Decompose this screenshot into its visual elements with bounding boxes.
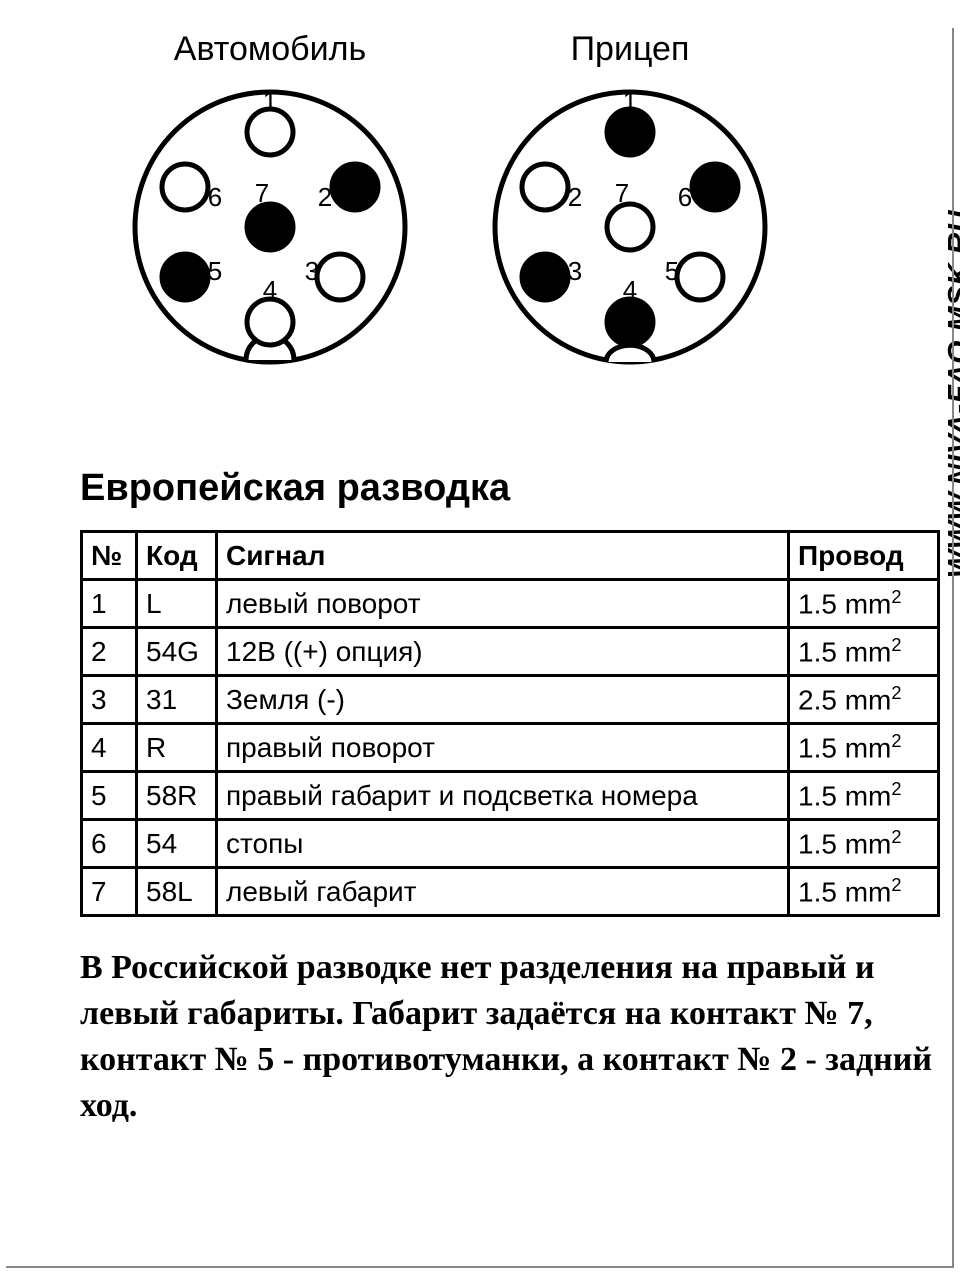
col-header-n: №	[82, 532, 137, 580]
cell-n: 4	[82, 724, 137, 772]
cell-code: 31	[137, 676, 217, 724]
pin-label-1: 1	[263, 86, 277, 116]
table-row: 331Земля (-)2.5 mm2	[82, 676, 939, 724]
connector-diagrams: Автомобиль 1234567 Прицеп 1654327	[120, 30, 920, 377]
pinout-table: № Код Сигнал Провод 1Lлевый поворот1.5 m…	[80, 530, 940, 917]
pin-label-2: 2	[318, 182, 332, 212]
pin-label-5: 5	[665, 256, 679, 286]
cell-n: 6	[82, 820, 137, 868]
cell-code: R	[137, 724, 217, 772]
col-header-signal: Сигнал	[217, 532, 789, 580]
table-row: 654стопы1.5 mm2	[82, 820, 939, 868]
connector-trailer: Прицеп 1 6 54 3 2 7	[480, 30, 780, 377]
table-header-row: № Код Сигнал Провод	[82, 532, 939, 580]
pin-5	[677, 254, 723, 300]
table-row: 1Lлевый поворот1.5 mm2	[82, 580, 939, 628]
pinout-title: Европейская разводка	[80, 467, 920, 510]
cell-n: 1	[82, 580, 137, 628]
pin-label-3: 3	[568, 256, 582, 286]
pin-label-6: 6	[678, 182, 692, 212]
pin-label-3: 3	[305, 256, 319, 286]
pin-5	[162, 254, 208, 300]
watermark: WWW.NIVA-FAQ.MSK.RU	[942, 210, 960, 578]
pin-6	[162, 164, 208, 210]
table-row: 558Rправый габарит и подсветка номера1.5…	[82, 772, 939, 820]
connector-car-svg: 1 2 34 5 6 7	[120, 77, 420, 377]
cell-wire: 1.5 mm2	[789, 868, 939, 916]
cell-signal: 12В ((+) опция)	[217, 628, 789, 676]
cell-signal: Земля (-)	[217, 676, 789, 724]
table-row: 758Lлевый габарит1.5 mm2	[82, 868, 939, 916]
cell-signal: правый габарит и подсветка номера	[217, 772, 789, 820]
page: WWW.NIVA-FAQ.MSK.RU Автомобиль 1234567 П…	[0, 0, 960, 1286]
pin-label-1: 1	[623, 86, 637, 116]
pin-label-4: 4	[623, 275, 637, 305]
cell-wire: 1.5 mm2	[789, 820, 939, 868]
cell-signal: правый поворот	[217, 724, 789, 772]
cell-wire: 2.5 mm2	[789, 676, 939, 724]
connector-car: Автомобиль 1 2 34 5 6 7	[120, 30, 420, 377]
pinout-section: Европейская разводка № Код Сигнал Провод…	[80, 467, 920, 1129]
table-row: 4Rправый поворот1.5 mm2	[82, 724, 939, 772]
pin-3	[522, 254, 568, 300]
pin-6	[692, 164, 738, 210]
pin-1	[247, 109, 293, 155]
cell-wire: 1.5 mm2	[789, 580, 939, 628]
cell-n: 7	[82, 868, 137, 916]
cell-n: 2	[82, 628, 137, 676]
note-text: В Российской разводке нет разделения на …	[80, 945, 960, 1129]
pin-7	[607, 204, 653, 250]
pin-label-7: 7	[255, 178, 269, 208]
pin-4	[247, 299, 293, 345]
connector-trailer-title: Прицеп	[571, 30, 690, 69]
table-row: 254G12В ((+) опция)1.5 mm2	[82, 628, 939, 676]
pin-1	[607, 109, 653, 155]
cell-n: 5	[82, 772, 137, 820]
pin-label-2: 2	[568, 182, 582, 212]
cell-code: 54	[137, 820, 217, 868]
pin-2	[522, 164, 568, 210]
pin-label-7: 7	[615, 178, 629, 208]
pin-4	[607, 299, 653, 345]
cell-signal: стопы	[217, 820, 789, 868]
connector-car-title: Автомобиль	[174, 30, 366, 69]
cell-code: L	[137, 580, 217, 628]
pin-label-6: 6	[208, 182, 222, 212]
cell-code: 54G	[137, 628, 217, 676]
cell-wire: 1.5 mm2	[789, 628, 939, 676]
pin-3	[317, 254, 363, 300]
col-header-wire: Провод	[789, 532, 939, 580]
cell-code: 58R	[137, 772, 217, 820]
cell-signal: левый поворот	[217, 580, 789, 628]
pin-label-5: 5	[208, 256, 222, 286]
pin-2	[332, 164, 378, 210]
pin-label-4: 4	[263, 275, 277, 305]
col-header-code: Код	[137, 532, 217, 580]
cell-signal: левый габарит	[217, 868, 789, 916]
pin-7	[247, 204, 293, 250]
cell-code: 58L	[137, 868, 217, 916]
cell-wire: 1.5 mm2	[789, 772, 939, 820]
cell-wire: 1.5 mm2	[789, 724, 939, 772]
cell-n: 3	[82, 676, 137, 724]
connector-trailer-svg: 1 6 54 3 2 7	[480, 77, 780, 377]
